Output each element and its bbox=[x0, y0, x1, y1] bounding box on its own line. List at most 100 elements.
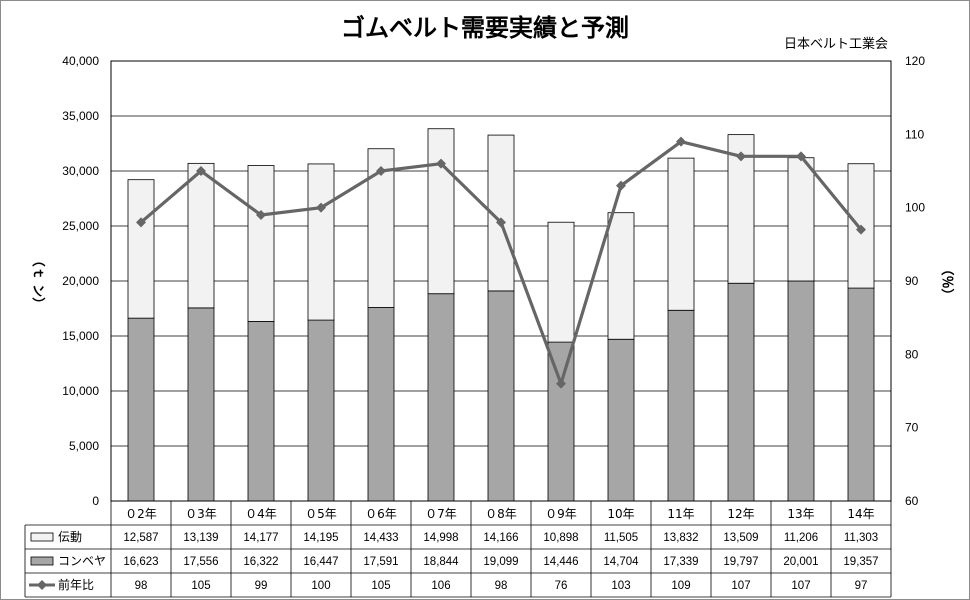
marker-yoy bbox=[196, 166, 206, 176]
table-cell-value: 14,704 bbox=[603, 556, 639, 568]
table-cell-value: 13,832 bbox=[663, 532, 698, 544]
marker-yoy bbox=[256, 210, 266, 220]
x-tick-label: 10年 bbox=[607, 507, 634, 521]
bar-conveyor bbox=[187, 307, 215, 502]
table-cell-value: 19,099 bbox=[483, 556, 518, 568]
y-left-tick-label: 35,000 bbox=[62, 109, 99, 123]
table-cell-value: 13,139 bbox=[183, 532, 218, 544]
y-right-tick-label: 70 bbox=[905, 421, 919, 435]
x-tick-label: 12年 bbox=[727, 507, 754, 521]
table-cell-value: 76 bbox=[555, 580, 568, 592]
table-cell-value: 107 bbox=[791, 580, 810, 592]
bar-conveyor bbox=[247, 321, 275, 502]
y-left-tick-label: 25,000 bbox=[62, 219, 99, 233]
table-cell-value: 107 bbox=[731, 580, 750, 592]
x-tick-label: ０5年 bbox=[305, 507, 337, 521]
bar-transmission bbox=[427, 128, 455, 295]
x-tick-label: ０2年 bbox=[125, 507, 157, 521]
bar-transmission bbox=[547, 221, 575, 343]
bar-transmission bbox=[787, 157, 815, 282]
marker-yoy bbox=[796, 151, 806, 162]
chart-source: 日本ベルト工業会 bbox=[784, 36, 888, 52]
x-tick-label: 13年 bbox=[787, 507, 814, 521]
x-tick-label: ０8年 bbox=[485, 507, 517, 521]
marker-yoy bbox=[136, 217, 146, 228]
y-right-tick-label: 90 bbox=[905, 274, 919, 288]
table-cell-value: 17,556 bbox=[183, 556, 218, 568]
table-cell-value: 16,447 bbox=[303, 556, 338, 568]
table-cell-value: 105 bbox=[371, 580, 390, 592]
legend-label: 伝動 bbox=[58, 530, 82, 544]
legend-label: 前年比 bbox=[58, 577, 94, 592]
legend-label: コンベヤ bbox=[58, 554, 106, 568]
table-cell-value: 103 bbox=[611, 580, 630, 592]
table-cell-value: 13,509 bbox=[723, 532, 758, 544]
table-cell-value: 19,357 bbox=[843, 556, 878, 568]
bar-conveyor bbox=[847, 287, 875, 502]
y-left-axis-label: （ｔ ン） bbox=[30, 254, 46, 311]
marker-yoy bbox=[376, 166, 386, 176]
bar-conveyor bbox=[427, 293, 455, 502]
x-tick-label: ０9年 bbox=[545, 507, 577, 521]
x-tick-label: ０3年 bbox=[185, 507, 217, 521]
table-cell-value: 11,505 bbox=[604, 532, 638, 544]
marker-yoy bbox=[436, 158, 446, 169]
legend-marker-yoy bbox=[37, 580, 47, 590]
bar-conveyor bbox=[367, 307, 395, 502]
x-tick-label: ０6年 bbox=[365, 507, 397, 521]
marker-yoy bbox=[496, 217, 506, 228]
table-cell-value: 14,166 bbox=[483, 532, 518, 544]
marker-yoy bbox=[676, 136, 686, 147]
table-cell-value: 98 bbox=[135, 580, 148, 592]
table-cell-value: 17,591 bbox=[363, 556, 398, 568]
table-cell-value: 97 bbox=[855, 580, 868, 592]
table-cell-value: 14,177 bbox=[243, 532, 278, 544]
table-cell-value: 12,587 bbox=[123, 532, 158, 544]
y-right-axis-label: （％） bbox=[939, 262, 955, 301]
y-left-tick-label: 20,000 bbox=[62, 274, 99, 288]
y-left-tick-label: 5,000 bbox=[69, 439, 99, 453]
table-cell-value: 14,195 bbox=[303, 532, 338, 544]
bar-conveyor bbox=[127, 317, 155, 502]
bar-transmission bbox=[307, 163, 335, 321]
bar-transmission bbox=[127, 179, 155, 319]
bar-conveyor bbox=[727, 282, 755, 502]
x-tick-label: 11年 bbox=[667, 507, 694, 521]
table-cell-value: 16,322 bbox=[243, 556, 278, 568]
table-cell-value: 99 bbox=[255, 580, 268, 592]
y-left-tick-label: 40,000 bbox=[62, 54, 99, 68]
table-cell-value: 98 bbox=[495, 580, 508, 592]
table-cell-value: 109 bbox=[671, 580, 690, 592]
bar-transmission bbox=[607, 212, 635, 340]
marker-yoy bbox=[316, 202, 326, 213]
chart-title: ゴムベルト需要実績と予測 bbox=[341, 14, 629, 42]
y-right-tick-label: 100 bbox=[905, 201, 925, 215]
x-tick-label: ０4年 bbox=[245, 507, 277, 521]
bar-conveyor bbox=[607, 338, 635, 502]
marker-yoy bbox=[556, 378, 566, 389]
table-cell-value: 105 bbox=[191, 580, 210, 592]
table-cell-value: 14,998 bbox=[423, 532, 458, 544]
legend-swatch-conveyor bbox=[30, 556, 54, 566]
y-right-tick-label: 80 bbox=[905, 347, 919, 361]
x-tick-label: 14年 bbox=[847, 507, 874, 521]
y-right-tick-label: 60 bbox=[905, 494, 919, 508]
table-cell-value: 17,339 bbox=[663, 556, 698, 568]
marker-yoy bbox=[856, 224, 866, 235]
bar-transmission bbox=[667, 157, 695, 311]
y-left-tick-label: 10,000 bbox=[62, 384, 99, 398]
table-cell-value: 106 bbox=[431, 580, 450, 592]
table-cell-value: 16,623 bbox=[123, 556, 158, 568]
table-cell-value: 14,433 bbox=[363, 532, 398, 544]
x-tick-label: ０7年 bbox=[425, 507, 457, 521]
table-cell-value: 11,303 bbox=[844, 532, 878, 544]
bar-conveyor bbox=[667, 309, 695, 502]
table-cell-value: 20,001 bbox=[783, 556, 818, 568]
table-cell-value: 18,844 bbox=[423, 556, 459, 568]
table-cell-value: 11,206 bbox=[784, 532, 818, 544]
table-cell-value: 10,898 bbox=[543, 532, 578, 544]
bar-conveyor bbox=[547, 341, 575, 502]
y-right-tick-label: 110 bbox=[905, 127, 924, 141]
legend-swatch-transmission bbox=[30, 532, 54, 542]
